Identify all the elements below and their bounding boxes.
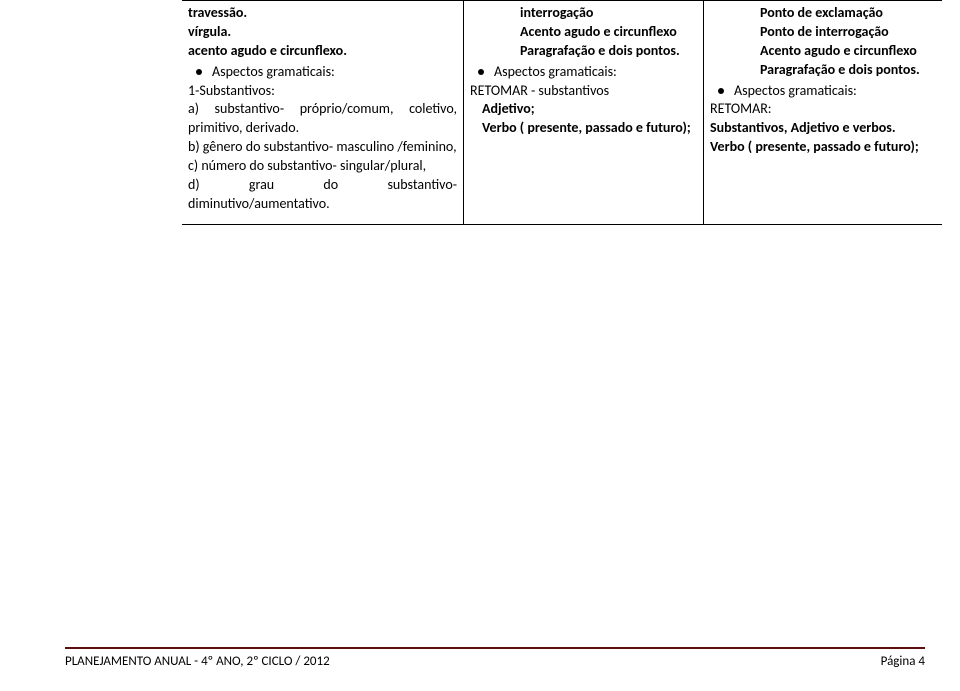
text: Aspectos gramaticais: <box>734 82 857 101</box>
text: c) número do substantivo- singular/plura… <box>188 157 457 176</box>
text: d) grau do substantivo- diminutivo/aumen… <box>188 176 457 214</box>
text: 1-Substantivos: <box>188 82 457 101</box>
text: Aspectos gramaticais: <box>212 63 335 82</box>
text: RETOMAR - substantivos <box>470 82 697 101</box>
text: Substantivos, Adjetivo e verbos. <box>710 119 936 138</box>
text: Paragrafação e dois pontos. <box>760 61 926 80</box>
bullet-row: Aspectos gramaticais: <box>470 63 697 82</box>
text: b) gênero do substantivo- masculino /fem… <box>188 138 457 157</box>
text: Verbo ( presente, passado e futuro); <box>710 138 936 157</box>
bullet-icon <box>478 69 484 75</box>
text: Acento agudo e circunflexo <box>760 42 926 61</box>
bullet-row: Aspectos gramaticais: <box>188 63 457 82</box>
bullet-icon <box>718 88 724 94</box>
text: Ponto de interrogação <box>760 23 926 42</box>
footer-page-number: Página 4 <box>881 654 925 669</box>
text: Ponto de exclamação <box>760 4 926 23</box>
footer-left: PLANEJAMENTO ANUAL - 4º ANO, 2º CICLO / … <box>65 654 330 669</box>
text: Verbo ( presente, passado e futuro); <box>470 119 697 138</box>
text: RETOMAR: <box>710 100 936 119</box>
bullet-row: Aspectos gramaticais: <box>710 82 936 101</box>
bullet-icon <box>196 69 202 75</box>
column-1: travessão. vírgula. acento agudo e circu… <box>182 1 464 224</box>
text: travessão. <box>188 4 457 23</box>
column-3: Ponto de exclamação Ponto de interrogaçã… <box>704 1 942 224</box>
text: interrogação <box>520 4 687 23</box>
column-2: interrogação Acento agudo e circunflexo … <box>464 1 704 224</box>
footer-divider <box>65 647 925 649</box>
text: a) substantivo- próprio/comum, coletivo,… <box>188 100 457 138</box>
content-table: travessão. vírgula. acento agudo e circu… <box>182 0 942 225</box>
text: Adjetivo; <box>470 100 697 119</box>
text: vírgula. <box>188 23 457 42</box>
text: Acento agudo e circunflexo <box>520 23 687 42</box>
text: Aspectos gramaticais: <box>494 63 617 82</box>
text: Paragrafação e dois pontos. <box>520 42 687 61</box>
text: acento agudo e circunflexo. <box>188 42 457 61</box>
